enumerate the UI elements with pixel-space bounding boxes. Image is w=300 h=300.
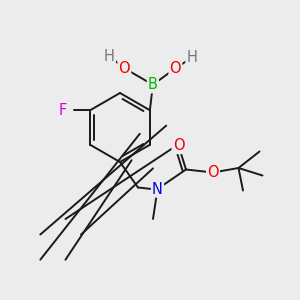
Text: N: N <box>152 182 163 196</box>
Text: H: H <box>186 50 197 65</box>
Text: O: O <box>169 61 181 76</box>
Text: B: B <box>148 77 158 92</box>
Text: H: H <box>104 49 115 64</box>
Text: O: O <box>173 138 184 153</box>
Text: O: O <box>118 61 130 76</box>
Text: F: F <box>59 103 67 118</box>
Text: O: O <box>207 165 219 180</box>
